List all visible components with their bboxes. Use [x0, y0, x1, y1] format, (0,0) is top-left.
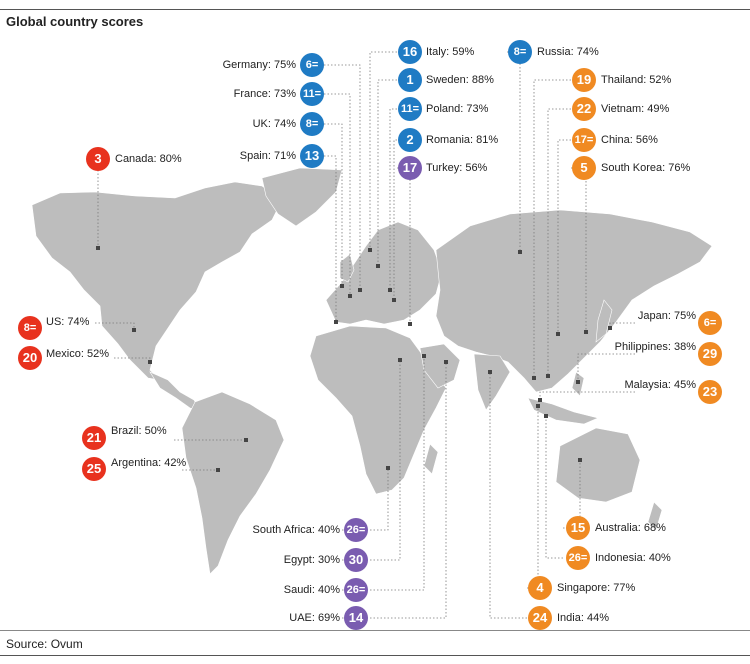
rank-badge-poland: 11= [398, 97, 422, 121]
bottom-rule [0, 630, 750, 631]
label-thailand: Thailand: 52% [601, 74, 672, 86]
south-america [181, 391, 285, 575]
label-italy: Italy: 59% [426, 46, 475, 58]
footer-rule [0, 655, 750, 656]
label-japan: Japan: 75% [637, 310, 696, 322]
rank-badge-uk: 8= [300, 112, 324, 136]
country-markers [96, 246, 612, 472]
map-title: Global country scores [6, 14, 144, 29]
rank-badge-brazil: 21 [82, 426, 106, 450]
rank-badge-indonesia: 26= [566, 546, 590, 570]
label-us: US: 74% [46, 316, 90, 328]
label-argentina: Argentina: 42% [111, 457, 187, 469]
label-australia: Australia: 68% [595, 522, 666, 534]
australia [555, 427, 641, 503]
africa [309, 325, 447, 495]
source-note: Source: Ovum [6, 637, 83, 651]
label-uk: UK: 74% [252, 118, 296, 130]
rank-badge-uae: 14 [344, 606, 368, 630]
label-turkey: Turkey: 56% [426, 162, 488, 174]
rank-badge-malaysia: 23 [698, 380, 722, 404]
madagascar [423, 443, 439, 475]
label-vietnam: Vietnam: 49% [601, 103, 670, 115]
label-indonesia: Indonesia: 40% [595, 552, 671, 564]
label-egypt: Egypt: 30% [283, 554, 340, 566]
label-india: India: 44% [557, 612, 609, 624]
label-germany: Germany: 75% [222, 59, 296, 71]
rank-badge-germany: 6= [300, 53, 324, 77]
rank-badge-argentina: 25 [82, 457, 106, 481]
rank-badge-saudi: 26= [344, 578, 368, 602]
label-philippines: Philippines: 38% [614, 341, 696, 353]
rank-badge-canada: 3 [86, 147, 110, 171]
landmasses [31, 167, 713, 575]
central-america [149, 371, 201, 411]
indonesia [527, 397, 599, 425]
rank-badge-spain: 13 [300, 144, 324, 168]
label-spain: Spain: 71% [239, 150, 296, 162]
asia [435, 209, 713, 393]
rank-badge-romania: 2 [398, 128, 422, 152]
label-malaysia: Malaysia: 45% [624, 379, 696, 391]
new-zealand [647, 501, 663, 531]
rank-badge-russia: 8= [508, 40, 532, 64]
greenland [261, 167, 343, 227]
north-america [31, 181, 283, 381]
label-saudi: Saudi: 40% [283, 584, 340, 596]
rank-badge-china: 17= [572, 128, 596, 152]
label-canada: Canada: 80% [115, 153, 182, 165]
india [473, 353, 511, 411]
label-poland: Poland: 73% [426, 103, 489, 115]
rank-badge-vietnam: 22 [572, 97, 596, 121]
label-france: France: 73% [233, 88, 296, 100]
rank-badge-south-africa: 26= [344, 518, 368, 542]
label-mexico: Mexico: 52% [46, 348, 109, 360]
rank-badge-turkey: 17 [398, 156, 422, 180]
rank-badge-sweden: 1 [398, 68, 422, 92]
rank-badge-india: 24 [528, 606, 552, 630]
rank-badge-australia: 15 [566, 516, 590, 540]
rank-badge-egypt: 30 [344, 548, 368, 572]
top-rule [0, 9, 750, 10]
label-china: China: 56% [601, 134, 658, 146]
japan [595, 299, 613, 343]
label-south-korea: South Korea: 76% [601, 162, 691, 174]
label-russia: Russia: 74% [537, 46, 599, 58]
label-uae: UAE: 69% [289, 612, 340, 624]
rank-badge-philippines: 29 [698, 342, 722, 366]
label-singapore: Singapore: 77% [557, 582, 636, 594]
rank-badge-thailand: 19 [572, 68, 596, 92]
rank-badge-japan: 6= [698, 311, 722, 335]
label-romania: Romania: 81% [426, 134, 499, 146]
rank-badge-france: 11= [300, 82, 324, 106]
rank-badge-singapore: 4 [528, 576, 552, 600]
rank-badge-italy: 16 [398, 40, 422, 64]
label-sweden: Sweden: 88% [426, 74, 494, 86]
rank-badge-south-korea: 5 [572, 156, 596, 180]
uk [339, 253, 355, 283]
label-south-africa: South Africa: 40% [252, 524, 340, 536]
rank-badge-mexico: 20 [18, 346, 42, 370]
label-brazil: Brazil: 50% [111, 425, 167, 437]
rank-badge-us: 8= [18, 316, 42, 340]
